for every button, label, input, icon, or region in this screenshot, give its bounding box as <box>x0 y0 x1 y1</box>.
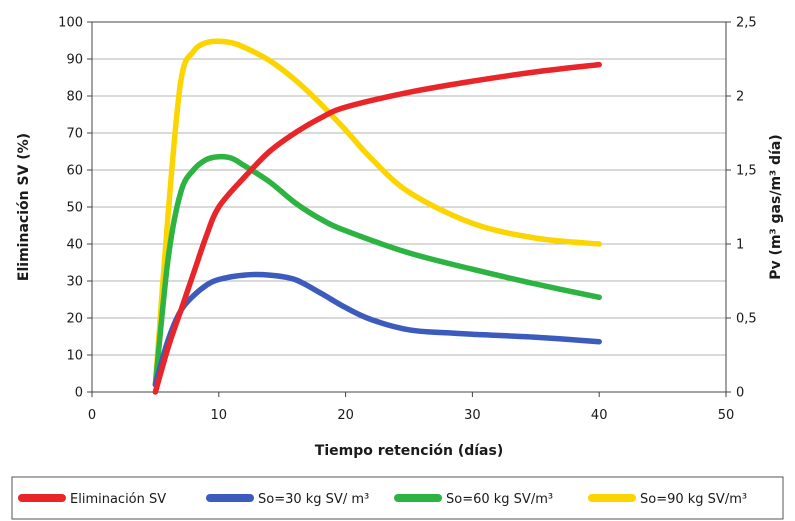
y-right-tick-label: 1,5 <box>736 164 757 179</box>
y-left-tick-label: 30 <box>66 275 83 290</box>
y-right-tick-label: 2 <box>736 90 744 105</box>
series-line <box>152 61 602 395</box>
legend: Eliminación SV So=30 kg SV/ m³ So=60 kg SV… <box>18 492 747 507</box>
legend-label: So=90 kg SV/m³ <box>640 492 747 507</box>
x-tick-label: 50 <box>718 408 735 423</box>
y-axis-right-title: Pv (m³ gas/m³ día) <box>768 134 784 279</box>
x-tick-label: 20 <box>337 408 354 423</box>
y-left-tick-label: 20 <box>66 312 83 327</box>
axis-ticks: 0 10 20 30 40 50 60 70 80 90 100 0 0,5 1 1,5 2 2,5 0 10 20 3… <box>58 16 757 424</box>
y-right-tick-label: 1 <box>736 238 744 253</box>
legend-label: So=60 kg SV/m³ <box>446 492 553 507</box>
series-line <box>152 38 602 388</box>
x-axis-title: Tiempo retención (días) <box>315 443 503 459</box>
y-left-tick-label: 10 <box>66 349 83 364</box>
y-left-tick-label: 60 <box>66 164 83 179</box>
x-tick-label: 0 <box>88 408 96 423</box>
grid-lines <box>92 58 726 356</box>
series-lines <box>152 38 602 395</box>
y-left-tick-label: 0 <box>75 386 83 401</box>
x-tick-label: 30 <box>464 408 481 423</box>
y-right-tick-label: 0 <box>736 386 744 401</box>
legend-label: So=30 kg SV/ m³ <box>258 492 369 507</box>
legend-label: Eliminación SV <box>70 492 166 507</box>
y-left-tick-label: 80 <box>66 90 83 105</box>
y-left-tick-label: 50 <box>66 201 83 216</box>
y-axis-left-title: Eliminación SV (%) <box>16 133 32 281</box>
y-right-tick-label: 0,5 <box>736 312 757 327</box>
y-left-tick-label: 100 <box>58 16 83 31</box>
y-left-tick-label: 70 <box>66 127 83 142</box>
y-right-tick-label: 2,5 <box>736 16 757 31</box>
x-tick-label: 40 <box>591 408 608 423</box>
series-line <box>152 271 602 388</box>
y-left-tick-label: 90 <box>66 53 83 68</box>
y-left-tick-label: 40 <box>66 238 83 253</box>
series-line <box>152 153 602 388</box>
x-tick-label: 10 <box>211 408 228 423</box>
